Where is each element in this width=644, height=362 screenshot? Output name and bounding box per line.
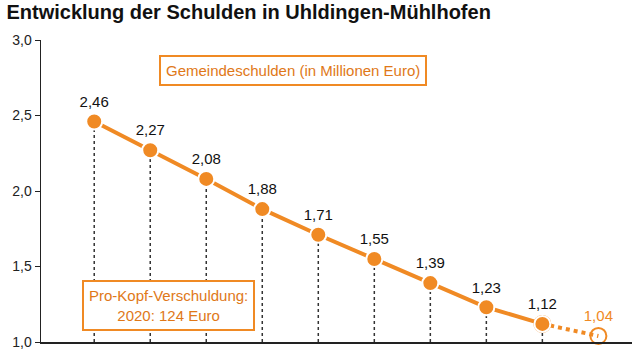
svg-text:2,5: 2,5: [12, 107, 32, 123]
svg-text:Pro-Kopf-Verschuldung:2020: 12: Pro-Kopf-Verschuldung:2020: 124 Euro: [89, 287, 248, 324]
svg-text:1,39: 1,39: [416, 254, 445, 271]
svg-text:2,08: 2,08: [192, 150, 221, 167]
svg-text:Gemeindeschulden (in Millionen: Gemeindeschulden (in Millionen Euro): [166, 62, 420, 79]
svg-text:1,71: 1,71: [304, 206, 333, 223]
svg-text:1,04: 1,04: [584, 307, 613, 324]
svg-text:1,88: 1,88: [248, 180, 277, 197]
svg-text:3,0: 3,0: [12, 32, 32, 48]
svg-text:2,0: 2,0: [12, 183, 32, 199]
svg-text:2,46: 2,46: [80, 93, 109, 110]
svg-text:2,27: 2,27: [136, 121, 165, 138]
svg-text:1,0: 1,0: [12, 334, 32, 350]
svg-text:1,12: 1,12: [528, 295, 557, 312]
svg-text:Entwicklung der Schulden in Uh: Entwicklung der Schulden in Uhldingen-Mü…: [6, 1, 490, 23]
svg-text:1,55: 1,55: [360, 230, 389, 247]
svg-text:1,5: 1,5: [12, 258, 32, 274]
svg-text:1,23: 1,23: [472, 279, 501, 296]
